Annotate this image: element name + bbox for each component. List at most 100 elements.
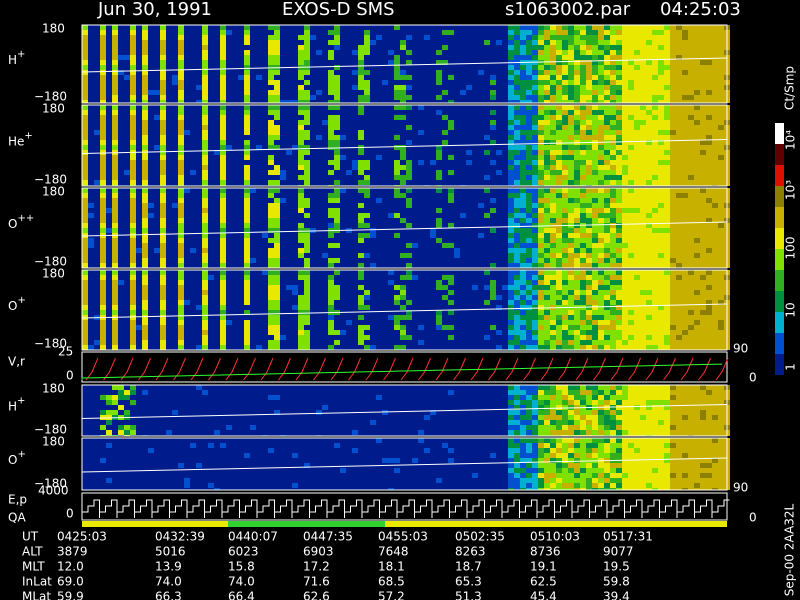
cell	[190, 188, 196, 193]
cell	[490, 110, 496, 115]
cell	[208, 223, 214, 228]
cell	[256, 135, 262, 140]
cell	[178, 243, 184, 248]
cell	[508, 165, 514, 170]
cell	[202, 80, 208, 85]
cell	[598, 145, 604, 150]
cell	[190, 253, 196, 258]
cell	[676, 25, 682, 30]
cell	[190, 248, 196, 253]
cell	[154, 258, 160, 263]
cell	[316, 175, 322, 180]
cell	[310, 115, 316, 120]
cell	[298, 175, 304, 180]
cell	[346, 165, 352, 170]
cell	[298, 233, 304, 238]
cell	[574, 125, 580, 130]
cell	[100, 263, 106, 268]
cell	[82, 55, 88, 60]
cell	[214, 125, 220, 130]
cell	[448, 160, 454, 165]
cell	[454, 70, 460, 75]
cell	[646, 35, 652, 40]
cell	[310, 40, 316, 45]
cell	[142, 80, 148, 85]
cell	[550, 25, 556, 30]
cell	[472, 248, 478, 253]
cell	[520, 75, 526, 80]
cell	[460, 90, 466, 95]
cell	[454, 228, 460, 233]
cell	[544, 263, 550, 268]
cell	[262, 25, 268, 30]
cell	[718, 100, 724, 103]
cell	[118, 140, 124, 145]
cell	[310, 80, 316, 85]
cell	[208, 165, 214, 170]
cell	[352, 25, 358, 30]
cell	[466, 60, 472, 65]
cell	[256, 75, 262, 80]
cell	[484, 213, 490, 218]
cell	[478, 95, 484, 100]
cell	[322, 85, 328, 90]
cell	[610, 80, 616, 85]
cell	[298, 55, 304, 60]
cell	[424, 110, 430, 115]
cell	[148, 145, 154, 150]
cell	[118, 248, 124, 253]
cell	[406, 45, 412, 50]
cell	[502, 253, 508, 258]
cell	[448, 263, 454, 268]
cell	[610, 188, 616, 193]
cell	[484, 253, 490, 258]
cell	[82, 258, 88, 263]
cell	[316, 45, 322, 50]
cell	[670, 130, 676, 135]
cell	[298, 263, 304, 268]
cell	[598, 70, 604, 75]
cell	[190, 145, 196, 150]
cell	[388, 175, 394, 180]
cell	[136, 228, 142, 233]
cell	[574, 65, 580, 70]
cell	[514, 140, 520, 145]
cell	[154, 233, 160, 238]
cell	[304, 208, 310, 213]
cell	[418, 125, 424, 130]
cell	[352, 115, 358, 120]
cell	[154, 60, 160, 65]
cell	[226, 238, 232, 243]
cell	[526, 243, 532, 248]
cell	[118, 65, 124, 70]
cell	[472, 180, 478, 185]
cell	[718, 180, 724, 185]
cell	[226, 45, 232, 50]
cell	[286, 90, 292, 95]
cell	[310, 253, 316, 258]
cell	[304, 35, 310, 40]
cell	[676, 145, 682, 150]
cell	[484, 120, 490, 125]
cell	[496, 170, 502, 175]
cell	[274, 115, 280, 120]
cell	[100, 140, 106, 145]
cell	[472, 105, 478, 110]
cell	[448, 115, 454, 120]
cell	[238, 95, 244, 100]
cell	[580, 90, 586, 95]
cell	[388, 198, 394, 203]
cell	[628, 130, 634, 135]
cell	[634, 140, 640, 145]
cell	[370, 70, 376, 75]
cell	[124, 180, 130, 185]
cell	[100, 248, 106, 253]
cell	[160, 75, 166, 80]
cell	[388, 95, 394, 100]
cell	[556, 155, 562, 160]
cell	[286, 105, 292, 110]
cell	[130, 238, 136, 243]
cell	[280, 110, 286, 115]
cell	[580, 120, 586, 125]
cell	[316, 130, 322, 135]
